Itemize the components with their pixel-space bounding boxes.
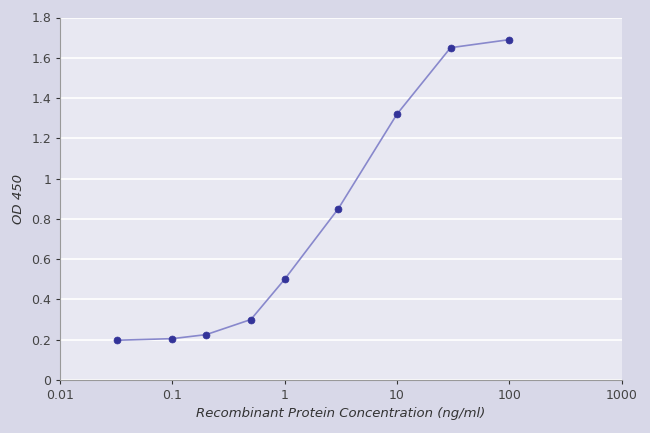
Y-axis label: OD 450: OD 450 xyxy=(12,174,25,224)
X-axis label: Recombinant Protein Concentration (ng/ml): Recombinant Protein Concentration (ng/ml… xyxy=(196,407,486,420)
